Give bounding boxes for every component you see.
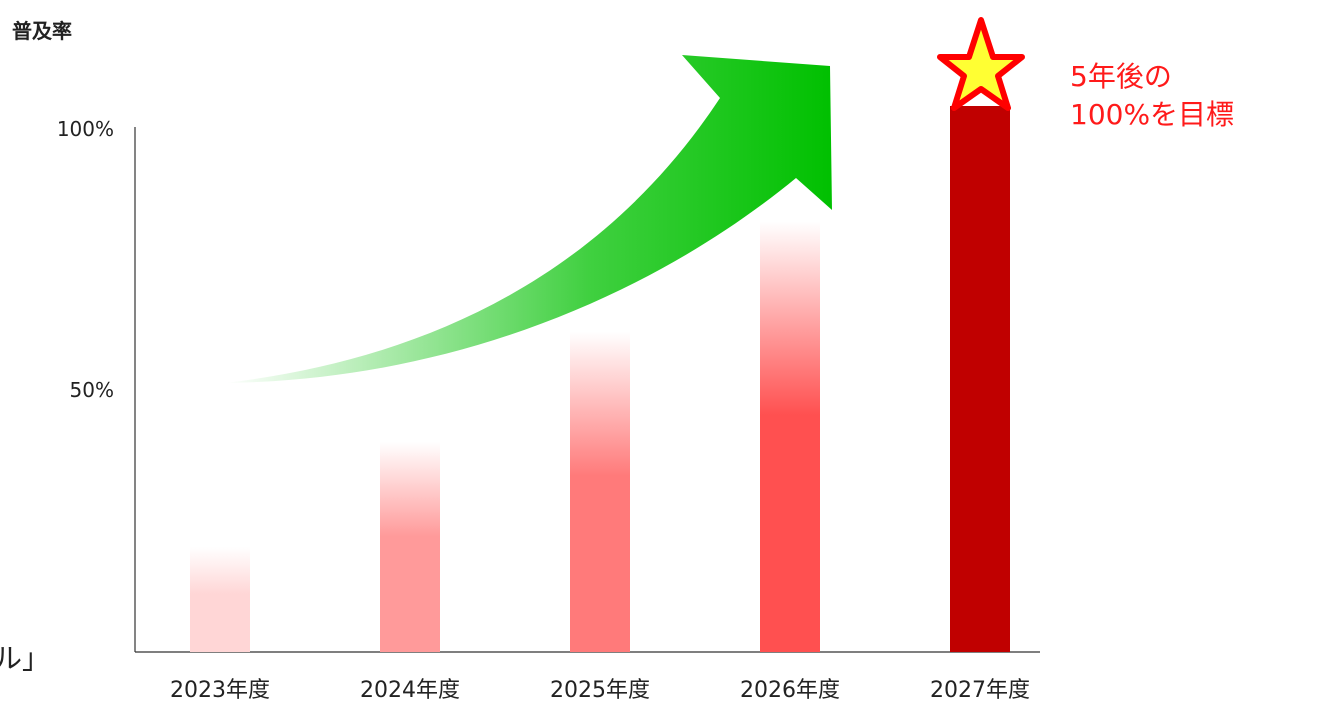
- x-tick-label-2026年度: 2026年度: [740, 678, 840, 703]
- x-tick-labels: 2023年度 2024年度 2025年度 2026年度 2027年度: [170, 678, 1030, 703]
- bars-group: [190, 106, 1010, 652]
- growth-arrow: [225, 55, 832, 383]
- bar-2027年度: [950, 106, 1010, 652]
- goal-text-line2: 100%を目標: [1070, 98, 1234, 131]
- x-tick-label-2023年度: 2023年度: [170, 678, 270, 703]
- bar-2024年度: [380, 442, 440, 652]
- bar-2025年度: [570, 332, 630, 652]
- edge-fragment-text: ル」: [0, 642, 50, 675]
- x-tick-label-2025年度: 2025年度: [550, 678, 650, 703]
- bar-2026年度: [760, 222, 820, 653]
- x-tick-label-2027年度: 2027年度: [930, 678, 1030, 703]
- y-tick-label-50: 50%: [70, 378, 114, 402]
- goal-text-line1: 5年後の: [1070, 60, 1172, 93]
- y-tick-label-100: 100%: [57, 117, 114, 141]
- bar-2023年度: [190, 547, 250, 652]
- goal-star: [940, 20, 1022, 108]
- y-axis-title: 普及率: [12, 19, 72, 43]
- x-tick-label-2024年度: 2024年度: [360, 678, 460, 703]
